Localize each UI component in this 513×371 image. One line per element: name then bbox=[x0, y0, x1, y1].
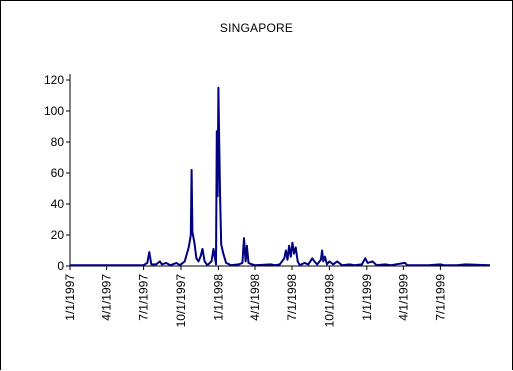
y-tick-label: 20 bbox=[51, 228, 65, 242]
x-axis-ticks: 1/1/1997 4/1/1997 7/1/1997 10/1/1997 1/1/199… bbox=[63, 266, 447, 327]
x-tick-label: 10/1/1998 bbox=[322, 274, 336, 328]
x-tick-label: 10/1/1997 bbox=[174, 274, 188, 328]
x-tick-label: 4/1/1999 bbox=[396, 274, 410, 321]
chart-series bbox=[70, 86, 491, 267]
y-tick-label: 120 bbox=[44, 73, 64, 87]
x-tick-label: 4/1/1998 bbox=[248, 274, 262, 321]
y-tick-label: 40 bbox=[51, 197, 65, 211]
x-tick-label: 1/1/1997 bbox=[63, 274, 77, 321]
series-line bbox=[70, 86, 491, 267]
x-tick-label: 1/1/1998 bbox=[211, 274, 225, 321]
x-tick-label: 4/1/1997 bbox=[100, 274, 114, 321]
x-tick-label: 7/1/1999 bbox=[433, 274, 447, 321]
chart-title: SINGAPORE bbox=[219, 21, 294, 35]
x-tick-label: 7/1/1998 bbox=[285, 274, 299, 321]
y-tick-label: 80 bbox=[51, 135, 65, 149]
x-tick-label: 1/1/1999 bbox=[360, 274, 374, 321]
y-tick-label: 0 bbox=[57, 259, 64, 273]
y-tick-label: 100 bbox=[44, 104, 64, 118]
y-tick-label: 60 bbox=[51, 166, 65, 180]
x-tick-label: 7/1/1997 bbox=[137, 274, 151, 321]
y-axis-ticks: 0 20 40 60 80 100 120 bbox=[44, 73, 70, 273]
chart-axes bbox=[69, 74, 490, 267]
